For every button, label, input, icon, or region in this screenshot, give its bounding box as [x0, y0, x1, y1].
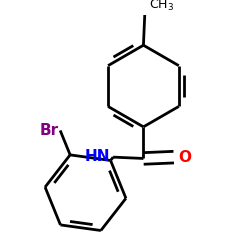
- Text: HN: HN: [85, 149, 110, 164]
- Text: Br: Br: [40, 123, 59, 138]
- Text: CH$_3$: CH$_3$: [150, 0, 174, 13]
- Text: O: O: [178, 150, 192, 165]
